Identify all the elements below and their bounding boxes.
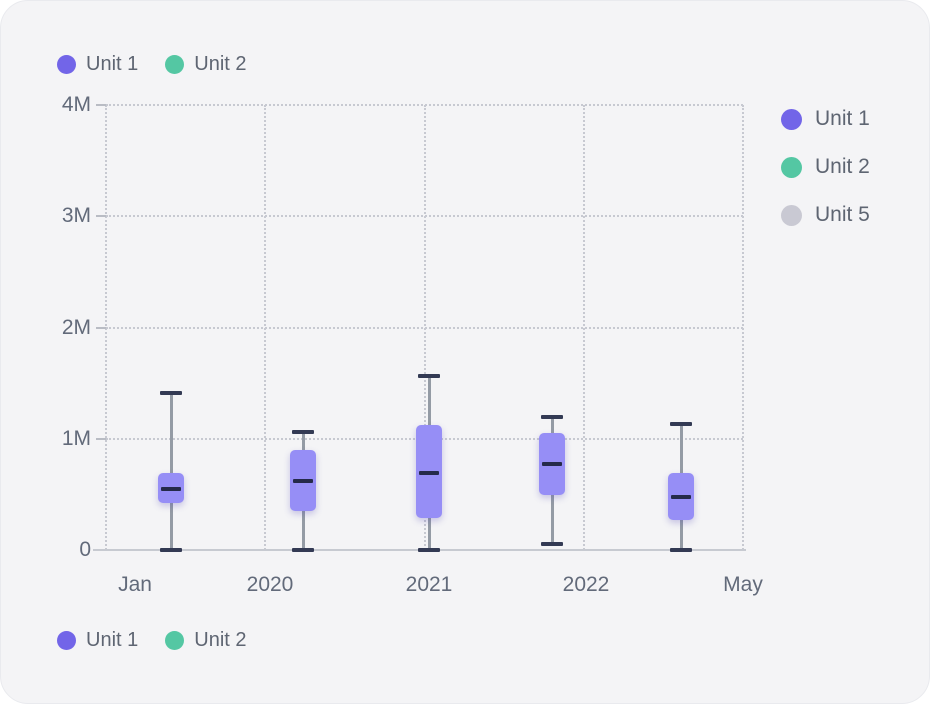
x-axis-label: May xyxy=(723,573,763,596)
boxplot-median-line xyxy=(419,471,439,476)
boxplot-max-cap xyxy=(292,430,314,435)
y-axis-tick xyxy=(96,215,106,218)
y-axis-label: 3M xyxy=(61,204,91,228)
legend-item-unit-1[interactable]: Unit 1 xyxy=(57,629,138,652)
horizontal-gridline xyxy=(106,104,743,106)
horizontal-gridline xyxy=(106,215,743,218)
x-axis-label: 2020 xyxy=(246,573,294,596)
legend-dot-icon xyxy=(57,631,76,650)
vertical-gridline xyxy=(742,105,744,550)
legend-dot-icon xyxy=(165,631,185,650)
boxplot-max-cap xyxy=(160,391,182,396)
legend-dot-icon xyxy=(781,108,802,130)
y-axis-tick xyxy=(96,437,106,440)
boxplot-whisker-line xyxy=(169,393,173,550)
boxplot-min-cap xyxy=(160,548,182,552)
legend-bottom: Unit 1 Unit 2 xyxy=(57,629,247,652)
legend-dot-icon xyxy=(781,204,802,226)
legend-item-unit-5[interactable]: Unit 5 xyxy=(781,203,870,227)
boxplot-min-cap xyxy=(292,548,314,552)
x-axis-label: Jan xyxy=(118,573,152,596)
legend-item-unit-1[interactable]: Unit 1 xyxy=(57,53,138,76)
legend-dot-icon xyxy=(165,55,185,74)
y-axis-tick xyxy=(96,326,106,329)
boxplot-median-line xyxy=(293,479,313,484)
legend-dot-icon xyxy=(57,55,76,74)
boxplot-min-cap xyxy=(541,542,563,547)
y-axis-label: 4M xyxy=(61,93,91,116)
y-axis-tick xyxy=(96,104,106,106)
legend-label: Unit 5 xyxy=(815,203,870,226)
x-axis-label: 2022 xyxy=(562,573,610,596)
boxplot-min-cap xyxy=(670,548,692,552)
legend-item-unit-1[interactable]: Unit 1 xyxy=(781,107,870,131)
y-axis-label: 1M xyxy=(61,426,91,450)
boxplot-max-cap xyxy=(418,374,440,379)
legend-top: Unit 1 Unit 2 xyxy=(57,53,247,76)
boxplot-median-line xyxy=(161,486,181,491)
boxplot-median-line xyxy=(542,462,562,467)
horizontal-gridline xyxy=(106,326,743,329)
y-axis-label: 0 xyxy=(79,538,91,561)
legend-item-unit-2[interactable]: Unit 2 xyxy=(165,53,247,76)
legend-label: Unit 2 xyxy=(815,155,870,178)
y-axis-label: 2M xyxy=(61,315,91,339)
legend-dot-icon xyxy=(781,156,802,178)
legend-right: Unit 1 Unit 2 Unit 5 xyxy=(781,107,870,227)
legend-label: Unit 2 xyxy=(194,53,247,75)
boxplot-median-line xyxy=(671,494,691,499)
legend-label: Unit 2 xyxy=(194,629,247,651)
x-axis-label: 2021 xyxy=(405,573,453,596)
legend-label: Unit 1 xyxy=(815,107,870,130)
legend-item-unit-2[interactable]: Unit 2 xyxy=(165,629,247,652)
boxplot-min-cap xyxy=(418,548,440,552)
legend-item-unit-2[interactable]: Unit 2 xyxy=(781,155,870,179)
legend-label: Unit 1 xyxy=(86,53,139,75)
boxplot-max-cap xyxy=(670,422,692,427)
legend-label: Unit 1 xyxy=(86,629,139,651)
boxplot-max-cap xyxy=(541,414,563,419)
